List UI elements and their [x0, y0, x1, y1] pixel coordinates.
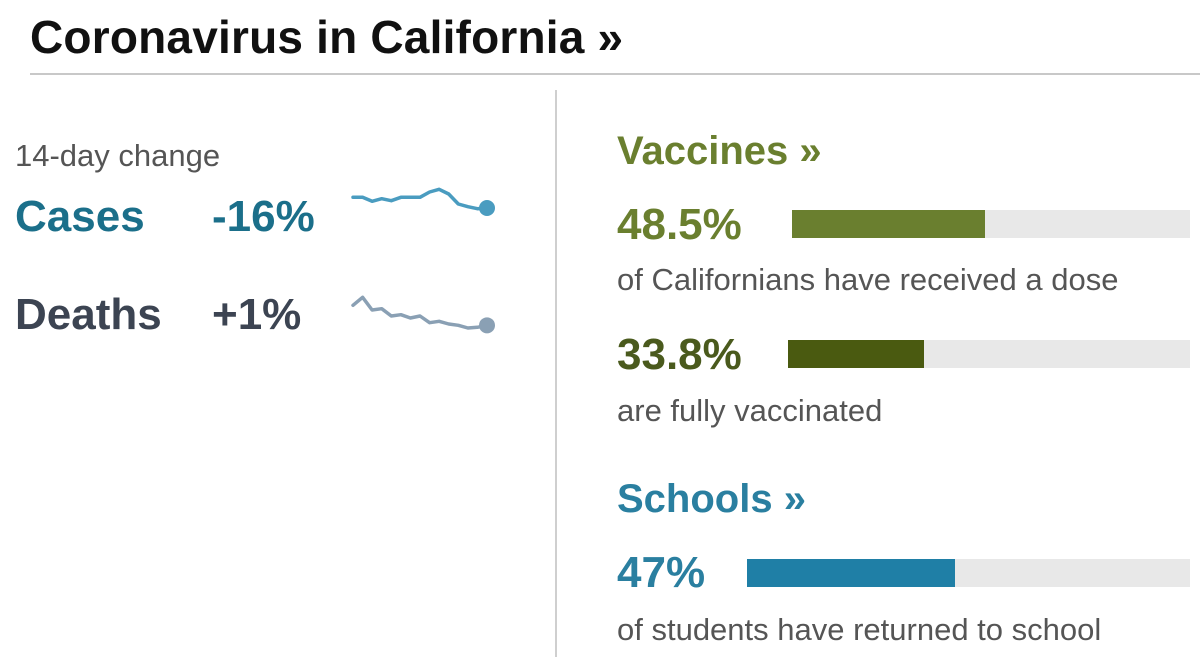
header-divider [30, 73, 1200, 75]
vaccines-link[interactable]: Vaccines » [617, 129, 822, 173]
deaths-change-value: +1% [212, 290, 302, 339]
students-returned-percent: 47% [617, 548, 706, 597]
deaths-sparkline [351, 295, 495, 334]
students-returned-bar-fill [747, 559, 956, 587]
students-returned-description: of students have returned to school [617, 612, 1102, 647]
fully-vaccinated-bar [788, 340, 1190, 368]
received-dose-bar [792, 210, 1190, 238]
deaths-label: Deaths [15, 290, 162, 339]
students-returned-bar [747, 559, 1190, 587]
cases-label: Cases [15, 192, 145, 241]
fully-vaccinated-percent: 33.8% [617, 330, 742, 379]
cases-sparkline [351, 187, 495, 216]
deaths-sparkline-endpoint [479, 317, 495, 334]
column-divider [555, 90, 557, 657]
schools-link[interactable]: Schools » [617, 477, 806, 521]
deaths-sparkline-line [351, 295, 489, 330]
received-dose-percent: 48.5% [617, 200, 742, 249]
cases-sparkline-endpoint [479, 200, 495, 216]
change-period-label: 14-day change [15, 138, 221, 173]
cases-sparkline-line [351, 187, 489, 211]
received-dose-description: of Californians have received a dose [617, 262, 1119, 297]
cases-change-value: -16% [212, 192, 315, 241]
fully-vaccinated-description: are fully vaccinated [617, 393, 883, 428]
fully-vaccinated-bar-fill [788, 340, 924, 368]
received-dose-bar-fill [792, 210, 986, 238]
page-title-link[interactable]: Coronavirus in California » [30, 11, 624, 63]
